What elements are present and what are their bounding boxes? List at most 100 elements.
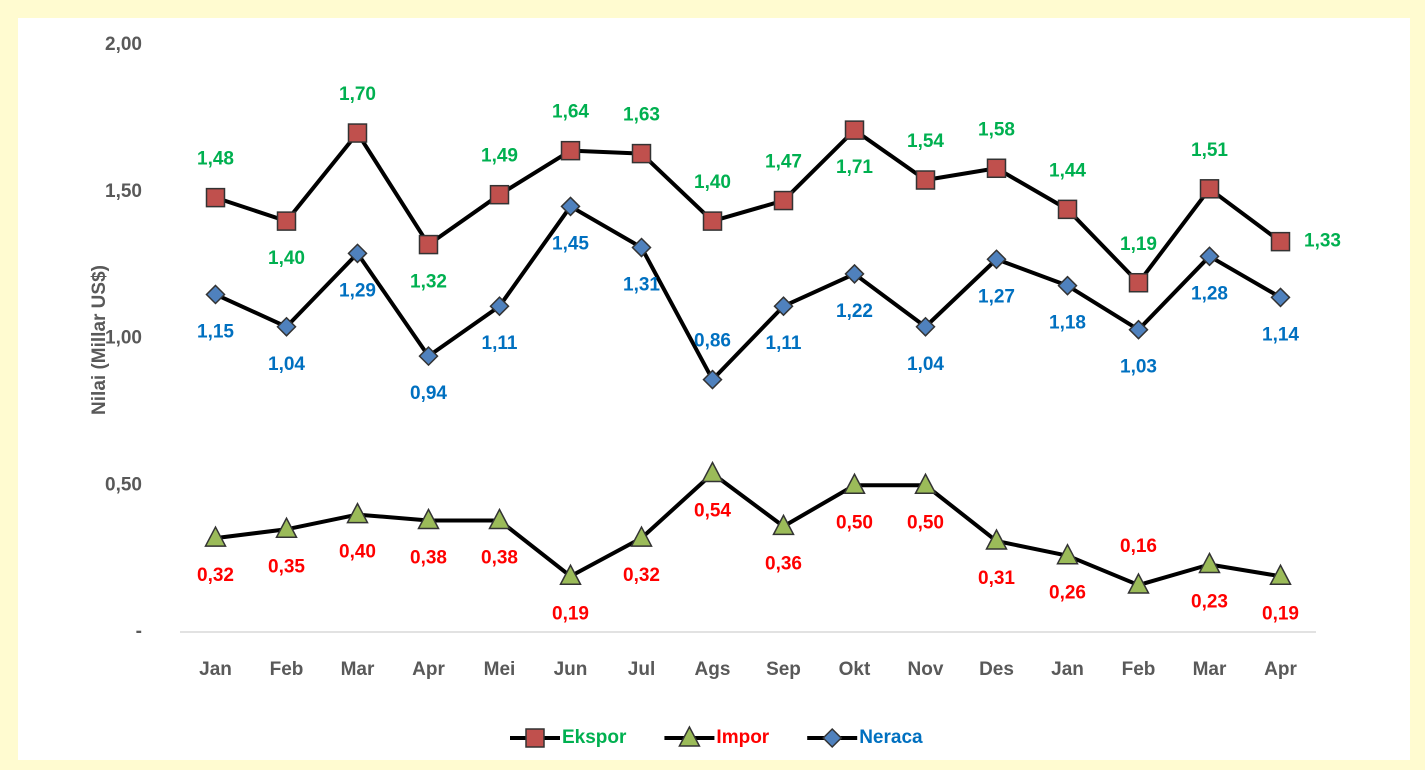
x-tick-label: Mei (484, 659, 516, 680)
data-label: 1,04 (268, 354, 305, 375)
series-line (214, 128, 1282, 285)
data-label: 0,19 (1262, 603, 1299, 624)
marker (630, 525, 653, 547)
marker (985, 528, 1008, 550)
data-label: 0,23 (1191, 592, 1228, 613)
data-label: 1,48 (197, 149, 234, 170)
marker (843, 472, 866, 494)
marker (1056, 543, 1079, 565)
data-label: 1,18 (1049, 313, 1086, 334)
data-label: 1,22 (836, 301, 873, 322)
y-tick-label: 1,50 (105, 181, 142, 202)
x-tick-label: Okt (839, 659, 871, 680)
data-label: 0,16 (1120, 536, 1157, 557)
series-line (215, 471, 1281, 588)
marker (844, 263, 865, 284)
marker (205, 284, 226, 305)
data-label: 1,29 (339, 280, 376, 301)
marker (1199, 246, 1220, 267)
y-tick-label: 0,50 (105, 474, 142, 495)
data-label: 1,31 (623, 275, 660, 296)
marker (914, 472, 937, 494)
marker (418, 234, 439, 255)
x-tick-label: Jan (1051, 659, 1084, 680)
data-label: 0,32 (197, 565, 234, 586)
data-label: 1,27 (978, 286, 1015, 307)
data-label: 1,15 (197, 321, 234, 342)
marker (631, 237, 652, 258)
data-label: 1,49 (481, 146, 518, 167)
legend-marker (678, 725, 701, 747)
data-label: 0,31 (978, 568, 1015, 589)
marker (915, 170, 936, 190)
marker (1057, 275, 1078, 296)
marker (418, 346, 439, 367)
y-tick-label: 2,00 (105, 34, 142, 55)
data-label: 0,38 (481, 547, 518, 568)
x-tick-label: Sep (766, 659, 801, 680)
data-label: 1,51 (1191, 140, 1228, 161)
data-label: 1,32 (410, 272, 447, 293)
y-tick-label: - (136, 621, 142, 642)
marker (986, 249, 1007, 270)
marker (559, 563, 582, 585)
y-tick-label: 1,00 (105, 328, 142, 349)
data-label: 1,44 (1049, 160, 1086, 181)
x-tick-label: Apr (412, 659, 445, 680)
data-label: 1,71 (836, 157, 873, 178)
marker (489, 296, 510, 317)
data-label: 1,47 (765, 152, 802, 173)
marker (205, 187, 226, 208)
legend-marker (822, 727, 843, 749)
marker (915, 316, 936, 337)
marker (1128, 272, 1149, 293)
marker (347, 123, 368, 143)
data-label: 0,50 (907, 512, 944, 533)
x-tick-label: Mar (1193, 659, 1227, 680)
x-tick-label: Apr (1264, 659, 1297, 680)
marker (772, 513, 795, 536)
x-tick-label: Jul (628, 659, 655, 680)
data-label: 0,38 (410, 547, 447, 568)
x-tick-label: Mar (341, 659, 375, 680)
marker (986, 158, 1007, 179)
x-tick-label: Ags (695, 659, 731, 680)
legend-label: Ekspor (562, 727, 627, 748)
data-label: 1,19 (1120, 234, 1157, 255)
x-tick-label: Feb (270, 659, 304, 680)
marker (204, 525, 227, 547)
marker (1270, 231, 1291, 252)
marker (702, 369, 723, 390)
data-label: 1,45 (552, 233, 589, 254)
marker (1270, 287, 1291, 308)
marker (1127, 572, 1150, 594)
marker (347, 243, 368, 264)
marker (417, 507, 440, 530)
data-label: 0,94 (410, 383, 447, 404)
data-label: 1,33 (1304, 231, 1341, 252)
marker (1269, 563, 1292, 585)
data-label: 1,04 (907, 354, 944, 375)
data-label: 1,14 (1262, 324, 1299, 345)
data-label: 1,64 (552, 102, 589, 123)
marker (276, 316, 297, 337)
data-label: 0,86 (694, 331, 731, 352)
legend-marker (525, 728, 545, 748)
y-axis-label: Nilai (Millar US$) (89, 265, 110, 415)
x-tick-label: Feb (1122, 659, 1156, 680)
data-label: 1,40 (268, 248, 305, 269)
data-label: 0,35 (268, 556, 305, 577)
data-label: 0,32 (623, 565, 660, 586)
x-tick-label: Des (979, 659, 1014, 680)
marker (773, 190, 794, 211)
data-label: 0,26 (1049, 583, 1086, 604)
marker (489, 184, 510, 205)
marker (346, 501, 369, 524)
marker (560, 140, 581, 161)
marker (488, 507, 511, 530)
x-tick-label: Jan (199, 659, 232, 680)
x-tick-label: Jun (554, 659, 588, 680)
data-label: 1,54 (907, 131, 944, 152)
